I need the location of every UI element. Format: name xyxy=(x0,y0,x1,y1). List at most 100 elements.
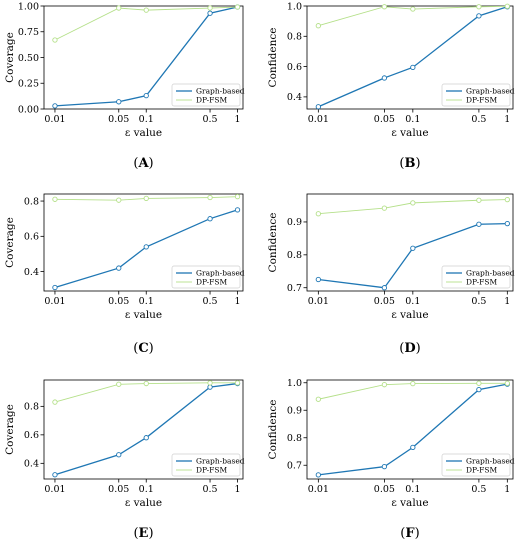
data-point xyxy=(52,284,58,291)
data-point xyxy=(381,463,388,470)
y-tick-label: 0.8 xyxy=(24,196,39,207)
x-axis-label: ε value xyxy=(391,127,428,139)
chart-panel-e: 0.01 0.05 0.1 0.5 1 0.4 0.6 0.8 ε value Coverage G… xyxy=(4,379,245,541)
x-tick-label: 0.01 xyxy=(44,114,65,125)
x-tick-label: 0.05 xyxy=(374,114,395,125)
legend-box xyxy=(441,453,511,477)
panel-label: (E) xyxy=(133,526,153,541)
data-point xyxy=(116,265,122,271)
data-point xyxy=(143,435,149,441)
legend-entry: DP-FSM xyxy=(196,466,228,475)
legend-entry: DP-FSM xyxy=(466,278,498,287)
chart-panel-a: 0.01 0.05 0.1 0.5 1 0.00 0.25 0.50 0.75 1.00 ε val… xyxy=(4,1,245,171)
y-axis-label: Coverage xyxy=(4,32,16,83)
data-point xyxy=(234,380,241,386)
x-tick-label: 0.01 xyxy=(308,296,329,307)
legend-box xyxy=(171,265,241,289)
x-tick-label: 0.01 xyxy=(308,114,329,125)
legend-entry: Graph-based xyxy=(466,269,515,278)
data-point xyxy=(116,452,122,458)
y-axis-label: Coverage xyxy=(4,404,16,455)
x-tick-label: 0.5 xyxy=(202,296,217,307)
x-tick-label: 0.05 xyxy=(108,484,129,495)
legend-entry: Graph-based xyxy=(466,87,515,96)
data-point xyxy=(234,193,241,200)
y-tick-label: 1.00 xyxy=(18,1,39,12)
data-point xyxy=(207,194,213,201)
chart-panel-d: 0.01 0.05 0.1 0.5 1 0.7 0.8 0.9 ε value Confidenc… xyxy=(267,193,515,356)
legend-entry: DP-FSM xyxy=(466,96,498,105)
x-tick-label: 0.05 xyxy=(374,484,395,495)
legend-entry: Graph-based xyxy=(466,457,515,466)
legend-box xyxy=(441,265,511,289)
legend-entry: Graph-based xyxy=(196,457,245,466)
legend-box xyxy=(441,83,511,107)
data-point xyxy=(476,197,482,203)
data-point xyxy=(381,4,388,10)
data-point xyxy=(143,380,149,387)
data-point xyxy=(381,382,388,388)
data-point xyxy=(234,4,241,10)
data-point xyxy=(410,380,416,387)
y-tick-label: 0.50 xyxy=(18,53,39,64)
y-tick-label: 0.8 xyxy=(287,250,302,261)
x-tick-label: 0.01 xyxy=(44,484,65,495)
data-point xyxy=(143,7,149,13)
y-tick-label: 0.4 xyxy=(287,92,302,103)
y-tick-label: 0.9 xyxy=(287,406,302,417)
x-tick-label: 0.1 xyxy=(139,114,154,125)
data-point xyxy=(234,207,241,213)
legend-box xyxy=(171,453,241,477)
y-tick-label: 0.8 xyxy=(24,402,39,413)
y-tick-label: 1.0 xyxy=(287,1,302,12)
x-tick-label: 0.01 xyxy=(308,484,329,495)
chart-panel-f: 0.01 0.05 0.1 0.5 1 0.7 0.8 0.9 1.0 ε value Confid… xyxy=(267,378,515,541)
data-point xyxy=(116,99,122,105)
x-tick-label: 0.05 xyxy=(108,114,129,125)
y-tick-label: 0.75 xyxy=(18,27,39,38)
data-point xyxy=(476,380,482,386)
chart-panel-b: 0.01 0.05 0.1 0.5 1 0.4 0.6 0.8 1.0 ε value Confid… xyxy=(267,1,515,171)
data-point xyxy=(52,472,58,478)
x-tick-label: 0.5 xyxy=(202,114,217,125)
y-axis-label: Confidence xyxy=(267,28,279,88)
data-point xyxy=(504,3,510,9)
data-point xyxy=(315,276,321,283)
x-tick-label: 1 xyxy=(504,484,510,495)
data-point xyxy=(476,221,482,227)
y-tick-label: 0.7 xyxy=(287,283,302,294)
data-point xyxy=(410,64,416,70)
panel-label: (A) xyxy=(133,156,153,171)
data-point xyxy=(143,195,149,202)
data-point xyxy=(116,5,122,11)
plot-frame xyxy=(306,193,514,292)
data-point xyxy=(207,216,213,222)
data-point xyxy=(476,4,482,10)
data-point xyxy=(504,220,510,227)
y-tick-label: 0.4 xyxy=(24,459,39,470)
y-tick-label: 0.6 xyxy=(287,62,302,73)
x-tick-label: 0.05 xyxy=(374,296,395,307)
data-point xyxy=(504,196,510,203)
data-point xyxy=(52,103,58,109)
data-point xyxy=(381,285,388,291)
data-point xyxy=(143,92,149,99)
x-tick-label: 0.01 xyxy=(44,296,65,307)
x-tick-label: 0.5 xyxy=(202,484,217,495)
y-tick-label: 0.7 xyxy=(287,461,302,472)
legend-entry: Graph-based xyxy=(196,87,245,96)
data-point xyxy=(52,37,58,43)
chart-panel-c: 0.01 0.05 0.1 0.5 1 0.4 0.6 0.8 ε value Coverage G… xyxy=(4,193,245,356)
data-point xyxy=(381,205,388,211)
data-point xyxy=(410,245,416,251)
legend-entry: DP-FSM xyxy=(466,466,498,475)
data-point xyxy=(476,13,482,19)
x-axis-label: ε value xyxy=(125,309,162,321)
data-point xyxy=(207,10,213,16)
y-tick-label: 0.6 xyxy=(24,430,39,441)
x-axis-label: ε value xyxy=(125,497,162,509)
